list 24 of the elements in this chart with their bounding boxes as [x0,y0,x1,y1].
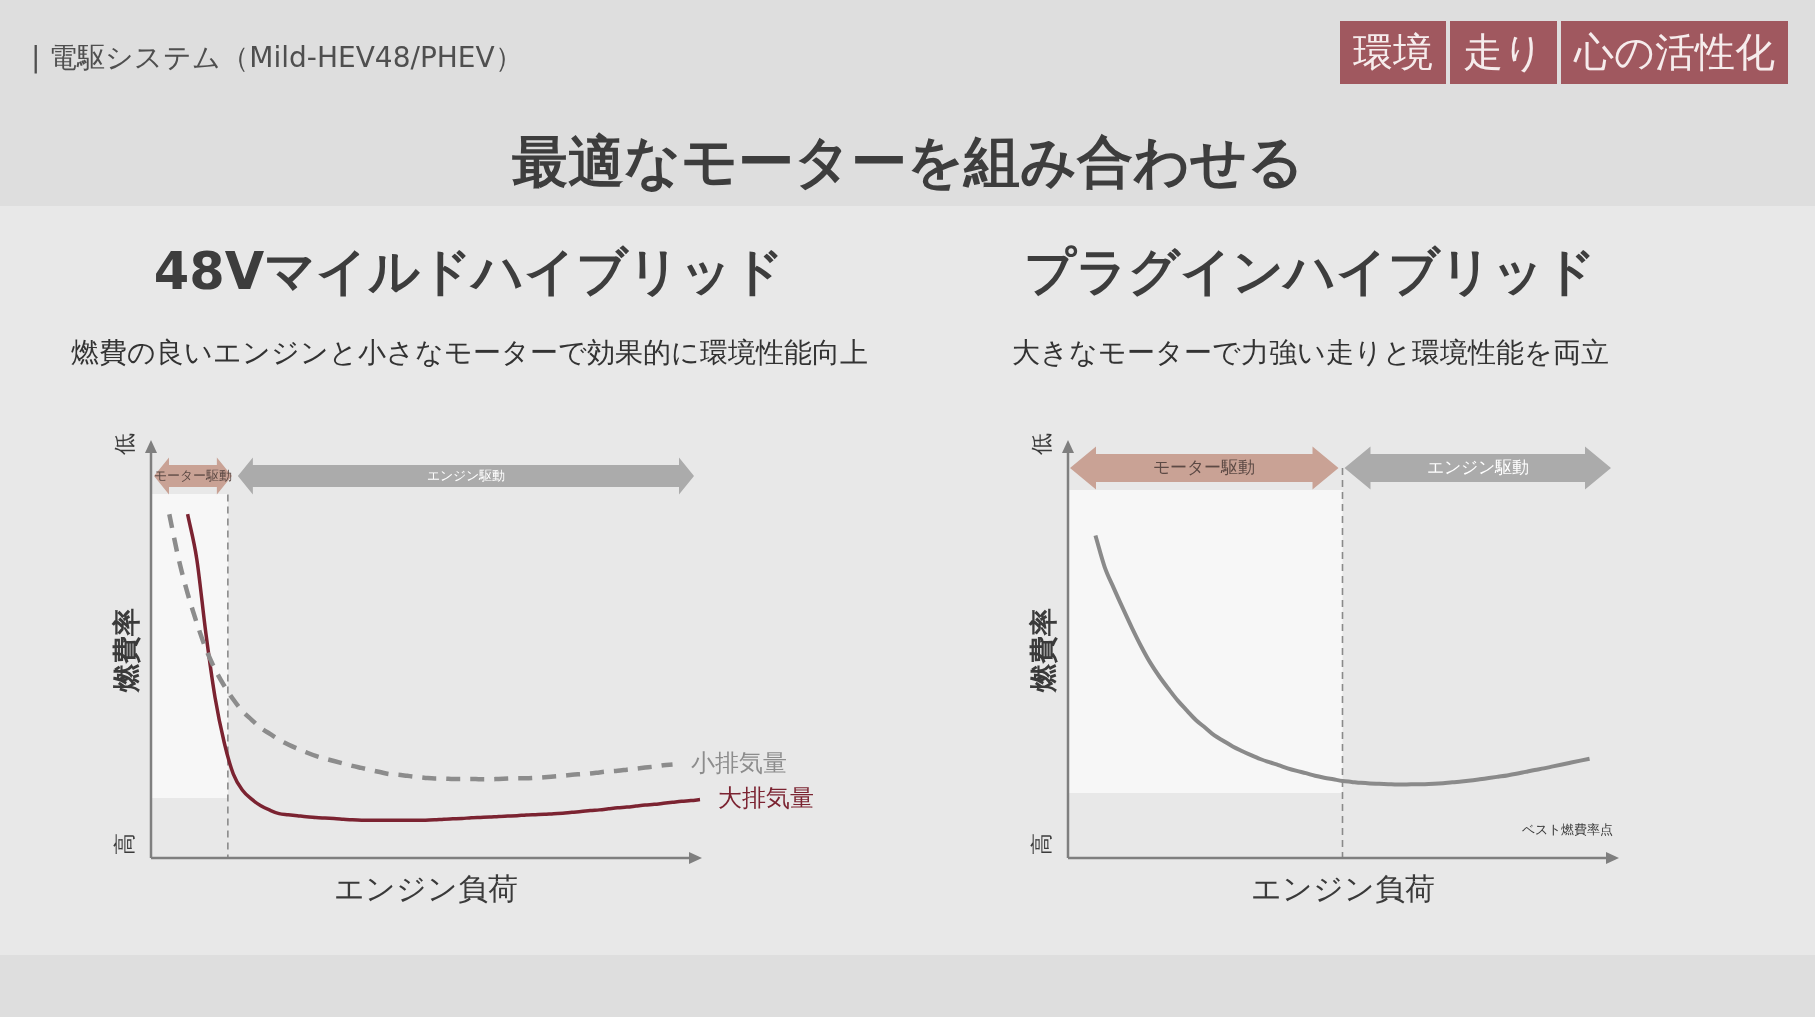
text: 心の活性化 [1561,21,1788,84]
text: 環境 [1340,21,1446,84]
text: 最適なモーターを組み合わせる [512,128,1304,195]
text: | 電駆システム（Mild-HEV48/PHEV） [31,40,523,76]
y-axis-title: 燃費率 [1026,608,1061,692]
series-label: 大排気量 [718,783,814,812]
x-axis-title: エンジン負荷 [333,870,518,907]
x-axis-title: エンジン負荷 [1250,870,1435,907]
text: モーター駆動 [153,467,232,484]
chart-title: プラグインハイブリッド [1024,241,1596,302]
text: 高 [1029,833,1055,855]
text: エンジン駆動 [426,467,505,484]
text: エンジン駆動 [1426,457,1529,478]
text: 低 [112,433,138,455]
text: 高 [112,833,138,855]
series-label: 小排気量 [690,748,787,777]
text: 低 [1029,433,1055,455]
chart-subtitle: 燃費の良いエンジンと小さなモーターで効果的に環境性能向上 [70,335,868,370]
annotation: ベスト燃費率点 [1522,821,1613,839]
text: 走り [1450,21,1557,84]
chart-subtitle: 大きなモーターで力強い走りと環境性能を両立 [1011,335,1609,370]
y-axis-title: 燃費率 [109,608,144,692]
text: モーター駆動 [1153,457,1256,478]
chart-title: 48Vマイルドハイブリッド [153,241,785,302]
